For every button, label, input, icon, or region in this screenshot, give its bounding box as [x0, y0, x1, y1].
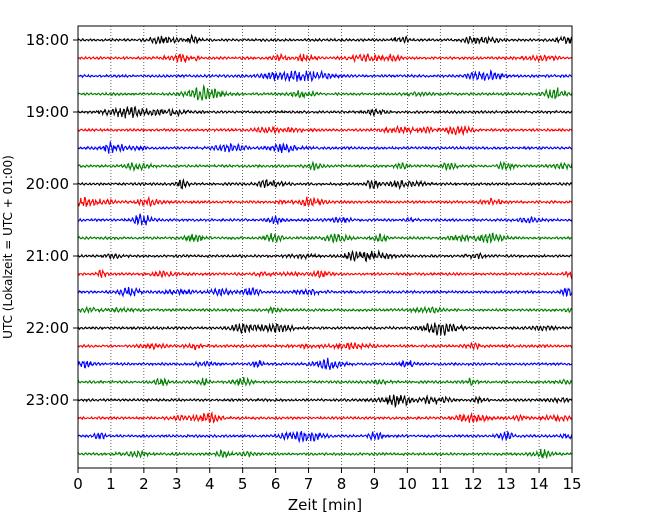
trace-line — [77, 268, 573, 280]
x-tick-label: 9 — [370, 475, 380, 493]
trace-line — [77, 341, 573, 351]
trace-line — [77, 411, 573, 424]
y-axis-ticks: 18:00 19:00 20:00 21:00 22:00 23:00 — [26, 31, 78, 409]
y-axis-label: UTC (Lokalzeit = UTC + 01:00) — [1, 155, 15, 339]
trace-line — [77, 357, 573, 370]
trace-line — [77, 33, 573, 46]
x-tick-label: 0 — [73, 475, 83, 493]
y-tick-label: 22:00 — [26, 319, 69, 337]
x-tick-label: 10 — [398, 475, 417, 493]
trace-line — [77, 160, 573, 173]
trace-line — [77, 195, 573, 208]
x-tick-label: 4 — [205, 475, 215, 493]
trace-line — [77, 286, 573, 298]
trace-line — [77, 448, 573, 460]
trace-line — [77, 69, 573, 83]
x-tick-label: 6 — [271, 475, 281, 493]
x-tick-label: 13 — [497, 475, 516, 493]
trace-line — [77, 178, 573, 191]
y-tick-label: 21:00 — [26, 247, 69, 265]
y-tick-label: 19:00 — [26, 103, 69, 121]
trace-line — [77, 232, 573, 245]
plot-frame — [77, 25, 573, 469]
trace-line — [77, 141, 573, 154]
x-tick-label: 1 — [106, 475, 116, 493]
trace-line — [77, 213, 573, 226]
x-tick-label: 2 — [139, 475, 149, 493]
x-tick-label: 7 — [304, 475, 314, 493]
x-tick-label: 15 — [562, 475, 581, 493]
x-tick-label: 8 — [337, 475, 347, 493]
trace-line — [77, 305, 573, 315]
x-tick-label: 11 — [431, 475, 450, 493]
trace-line — [77, 376, 573, 387]
y-tick-label: 20:00 — [26, 175, 69, 193]
trace-line — [77, 52, 573, 64]
trace-line — [77, 322, 573, 336]
trace-line — [77, 83, 573, 101]
x-axis-label: Zeit [min] — [288, 496, 362, 514]
x-tick-label: 5 — [238, 475, 248, 493]
trace-line — [77, 394, 573, 409]
x-axis-ticks: 0 1 2 3 4 5 6 7 8 9 10 11 12 13 14 15 — [73, 468, 582, 493]
y-tick-label: 18:00 — [26, 31, 69, 49]
trace-line — [77, 430, 573, 444]
y-tick-label: 23:00 — [26, 391, 69, 409]
trace-line — [77, 124, 573, 137]
x-tick-label: 14 — [530, 475, 549, 493]
seismogram-traces — [77, 33, 573, 460]
x-tick-label: 3 — [172, 475, 182, 493]
trace-line — [77, 105, 573, 119]
x-tick-label: 12 — [464, 475, 483, 493]
trace-line — [77, 249, 573, 263]
